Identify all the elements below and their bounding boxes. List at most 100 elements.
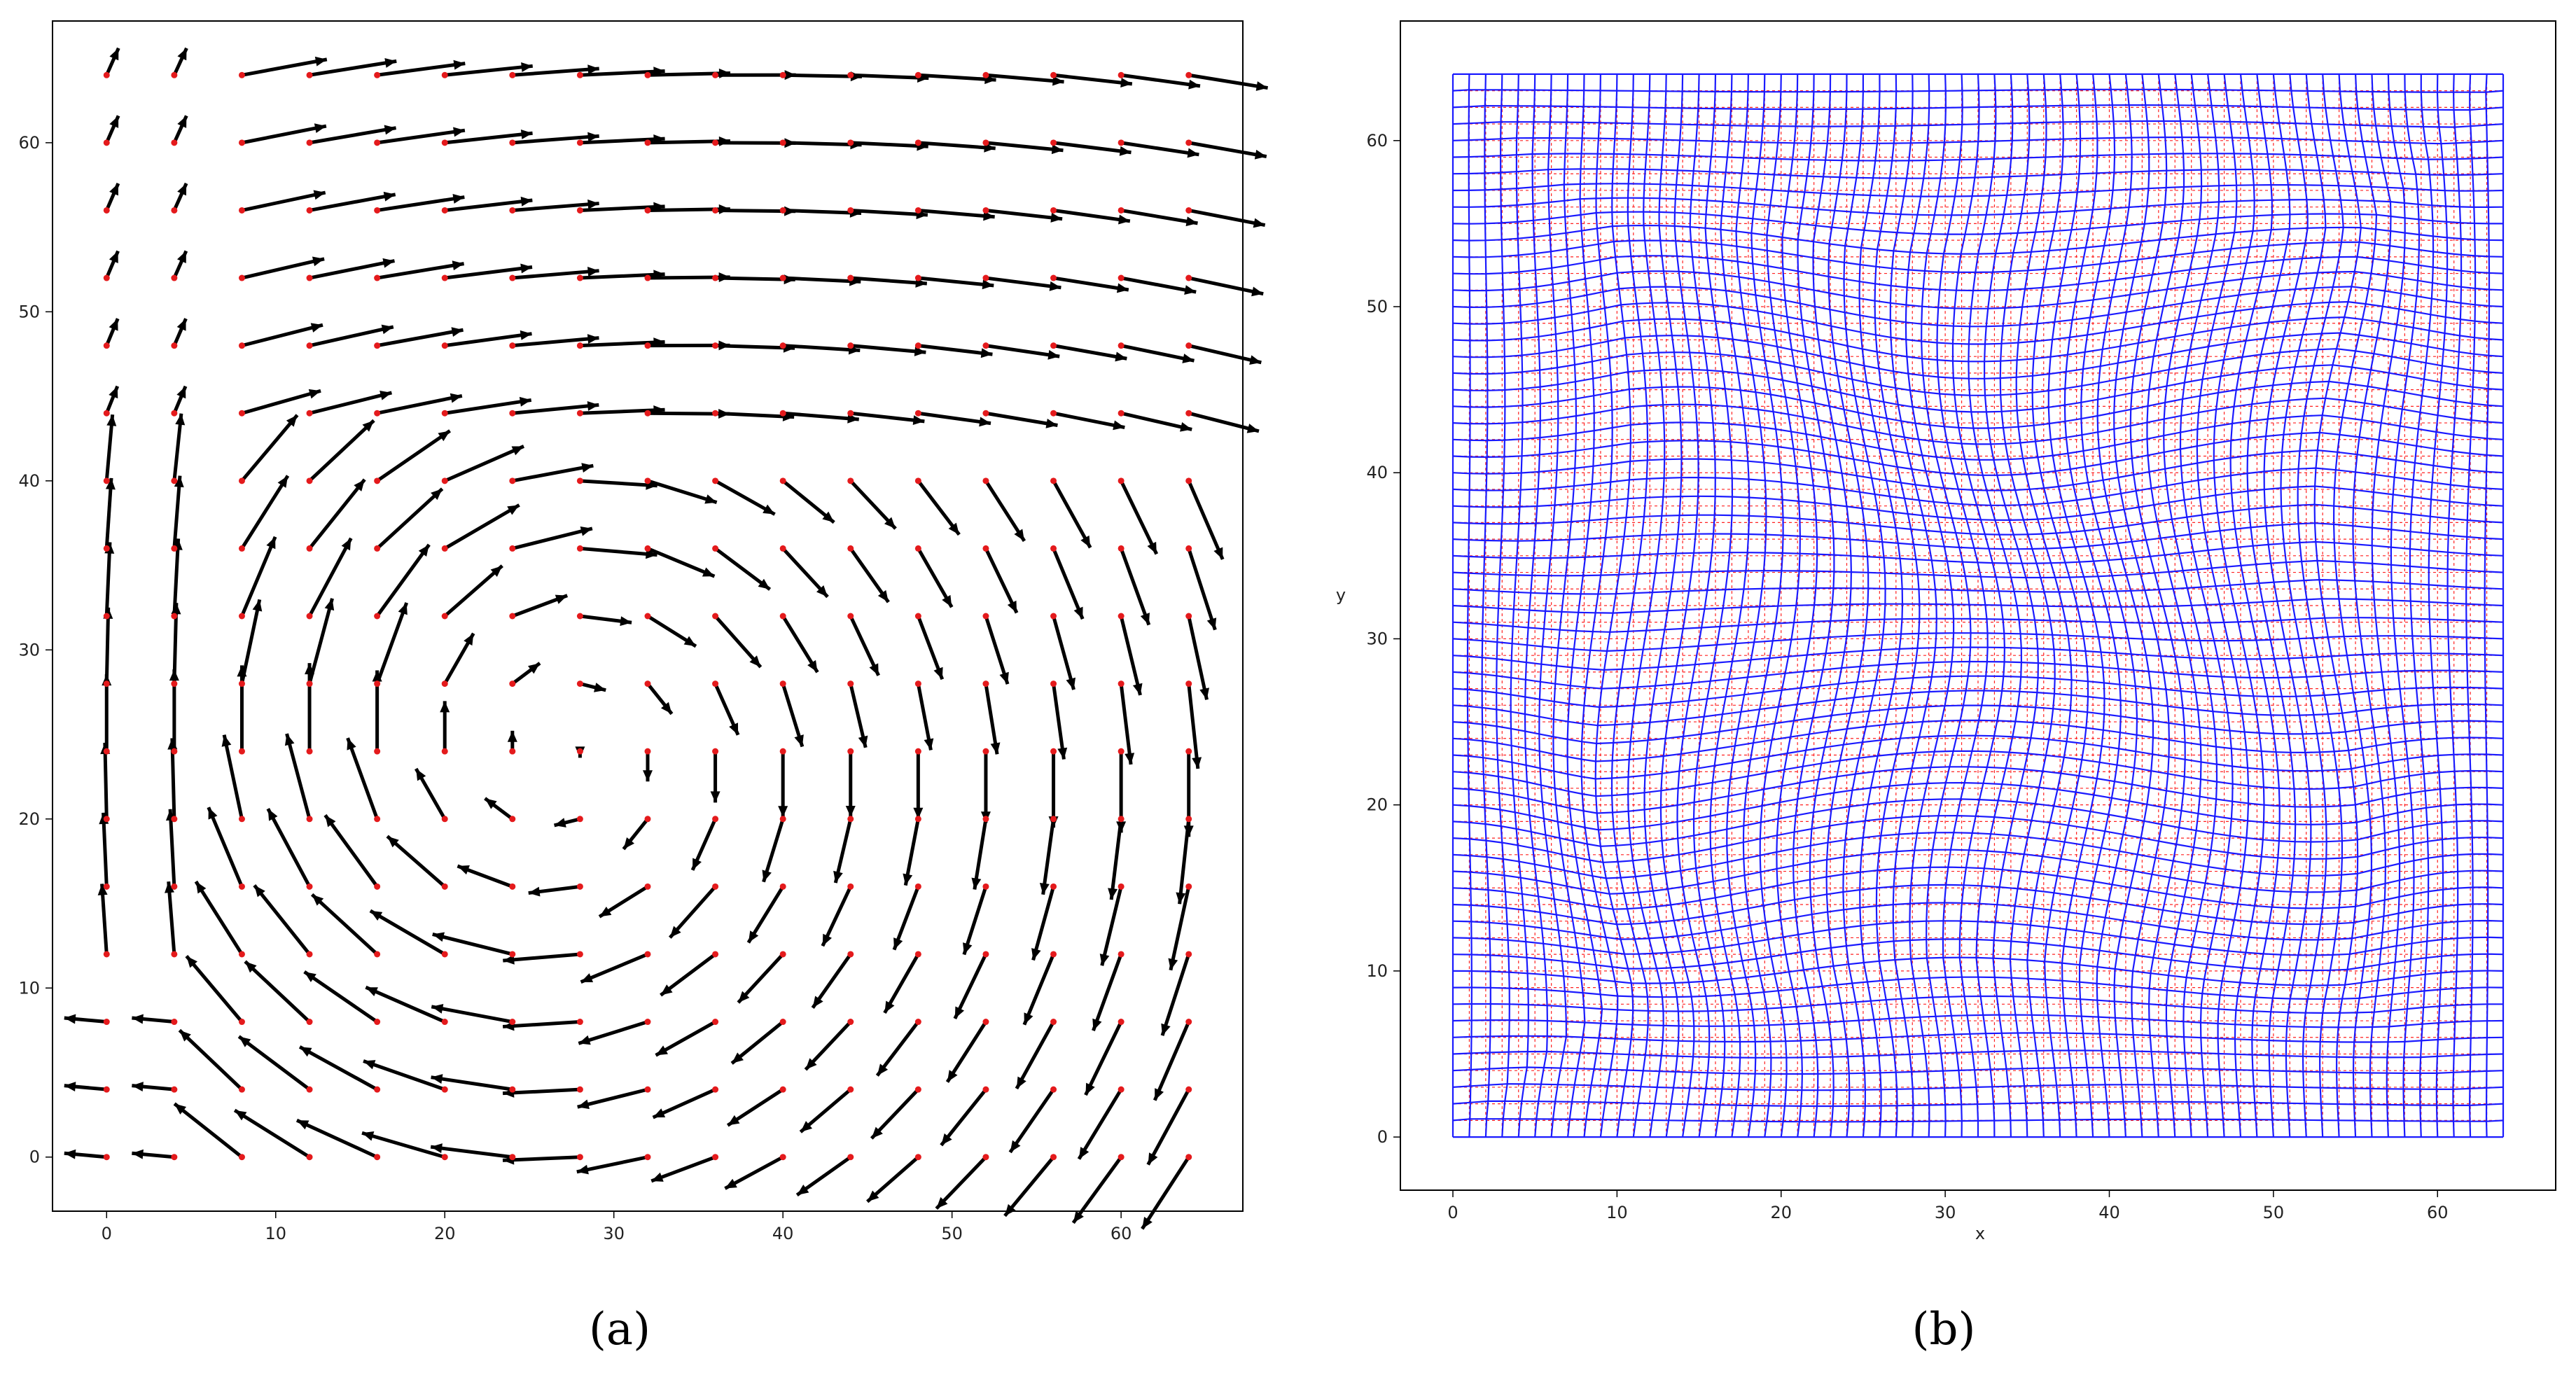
quiver-arrow — [1052, 615, 1075, 690]
quiver-arrow — [1071, 1156, 1123, 1224]
quiver-arrowhead — [527, 663, 540, 674]
grid-point — [306, 410, 313, 417]
quiver-arrow — [310, 893, 379, 956]
grid-point — [1185, 951, 1192, 958]
quiver-arrowhead — [971, 877, 982, 890]
quiver-arrowhead — [580, 526, 592, 536]
quiver-arrow — [577, 1087, 648, 1109]
grid-point — [509, 1086, 516, 1093]
quiver-arrowhead — [1206, 617, 1217, 630]
quiver-arrowhead — [812, 996, 823, 1008]
quiver-arrow — [918, 73, 996, 82]
grid-point — [171, 477, 178, 484]
quiver-arrowhead — [1031, 948, 1041, 961]
grid-point — [306, 477, 313, 484]
grid-point — [1185, 207, 1192, 214]
quiver-arrowhead — [109, 251, 118, 264]
quiver-arrow — [194, 880, 244, 956]
grid-point — [509, 613, 516, 620]
quiver-arrowhead — [109, 386, 118, 399]
grid-point — [576, 207, 583, 214]
grid-point — [103, 139, 110, 146]
quiver-arrowhead — [1078, 1147, 1089, 1159]
grid-point — [914, 139, 921, 146]
quiver-arrow — [850, 276, 928, 286]
quiver-arrowhead — [174, 1103, 187, 1115]
quiver-arrowhead — [452, 194, 465, 204]
grid-point — [1118, 816, 1125, 823]
deformed-grid-line — [1452, 332, 2504, 379]
quiver-arrowhead — [313, 190, 326, 200]
quiver-arrowhead — [758, 578, 770, 589]
deformed-grid-line — [2409, 74, 2435, 1138]
grid-point — [374, 1019, 381, 1026]
quiver-arrowhead — [1116, 821, 1127, 833]
quiver-arrow — [580, 137, 665, 145]
grid-point — [576, 748, 583, 755]
plot-frame-a — [52, 20, 1244, 1212]
grid-point — [238, 71, 245, 78]
grid-point — [1050, 951, 1057, 958]
quiver-arrow — [1187, 547, 1217, 631]
quiver-arrowhead — [370, 910, 383, 921]
quiver-arrow — [918, 276, 994, 288]
quiver-arrow — [1053, 73, 1133, 86]
deformed-grid-line — [1452, 211, 2503, 235]
quiver-arrowhead — [587, 334, 599, 344]
x-axis-label: x — [1975, 1224, 1985, 1243]
quiver-arrowhead — [365, 987, 378, 997]
grid-point — [982, 680, 989, 688]
grid-point — [1118, 613, 1125, 620]
quiver-arrow — [240, 599, 262, 685]
grid-point — [441, 748, 448, 755]
grid-point — [1185, 613, 1192, 620]
quiver-arrow — [903, 818, 920, 886]
quiver-arrowhead — [195, 881, 207, 894]
grid-point — [171, 410, 178, 417]
quiver-arrow — [376, 429, 452, 482]
quiver-arrowhead — [109, 319, 118, 331]
grid-point — [644, 410, 651, 417]
quiver-arrow — [240, 414, 299, 482]
x-tick-label-a: 40 — [772, 1224, 794, 1243]
grid-point — [1185, 1086, 1192, 1093]
quiver-arrowhead — [438, 431, 450, 442]
deformed-grid-line — [1452, 120, 2504, 128]
quiver-arrowhead — [186, 956, 198, 968]
grid-point — [982, 477, 989, 484]
deformed-grid-line — [1452, 449, 2504, 491]
grid-point — [374, 1086, 381, 1093]
y-tick-label-a: 0 — [29, 1147, 40, 1167]
quiver-arrow — [1187, 683, 1200, 769]
quiver-arrowhead — [520, 330, 532, 340]
plot-frame-b — [1400, 20, 2556, 1191]
quiver-arrowhead — [1155, 1088, 1164, 1101]
quiver-arrowhead — [577, 1099, 590, 1110]
deformed-grid-line — [2146, 74, 2202, 1138]
quiver-arrowhead — [296, 1120, 309, 1130]
grid-point — [1118, 748, 1125, 755]
quiver-arrowhead — [383, 191, 396, 202]
quiver-arrowhead — [576, 1164, 589, 1175]
quiver-arrow — [1008, 1088, 1055, 1154]
quiver-arrow — [1052, 683, 1066, 760]
quiver-arrowhead — [947, 1070, 958, 1082]
grid-point — [306, 1019, 313, 1026]
quiver-arrow — [241, 323, 323, 348]
quiver-arrowhead — [362, 420, 374, 432]
quiver-arrow — [1188, 276, 1264, 296]
deformed-grid-line — [1452, 270, 2504, 309]
quiver-arrowhead — [704, 494, 717, 504]
grid-point — [374, 748, 381, 755]
quiver-arrowhead — [1119, 146, 1132, 156]
grid-point — [1050, 1154, 1057, 1161]
quiver-arrow — [875, 1021, 920, 1077]
quiver-arrowhead — [132, 1014, 144, 1024]
quiver-arrow — [985, 276, 1061, 290]
quiver-arrowhead — [877, 589, 889, 603]
grid-point — [914, 410, 921, 417]
quiver-arrowhead — [845, 805, 856, 817]
quiver-arrow — [308, 419, 375, 482]
quiver-arrowhead — [431, 1074, 443, 1084]
quiver-arrowhead — [578, 1035, 591, 1045]
